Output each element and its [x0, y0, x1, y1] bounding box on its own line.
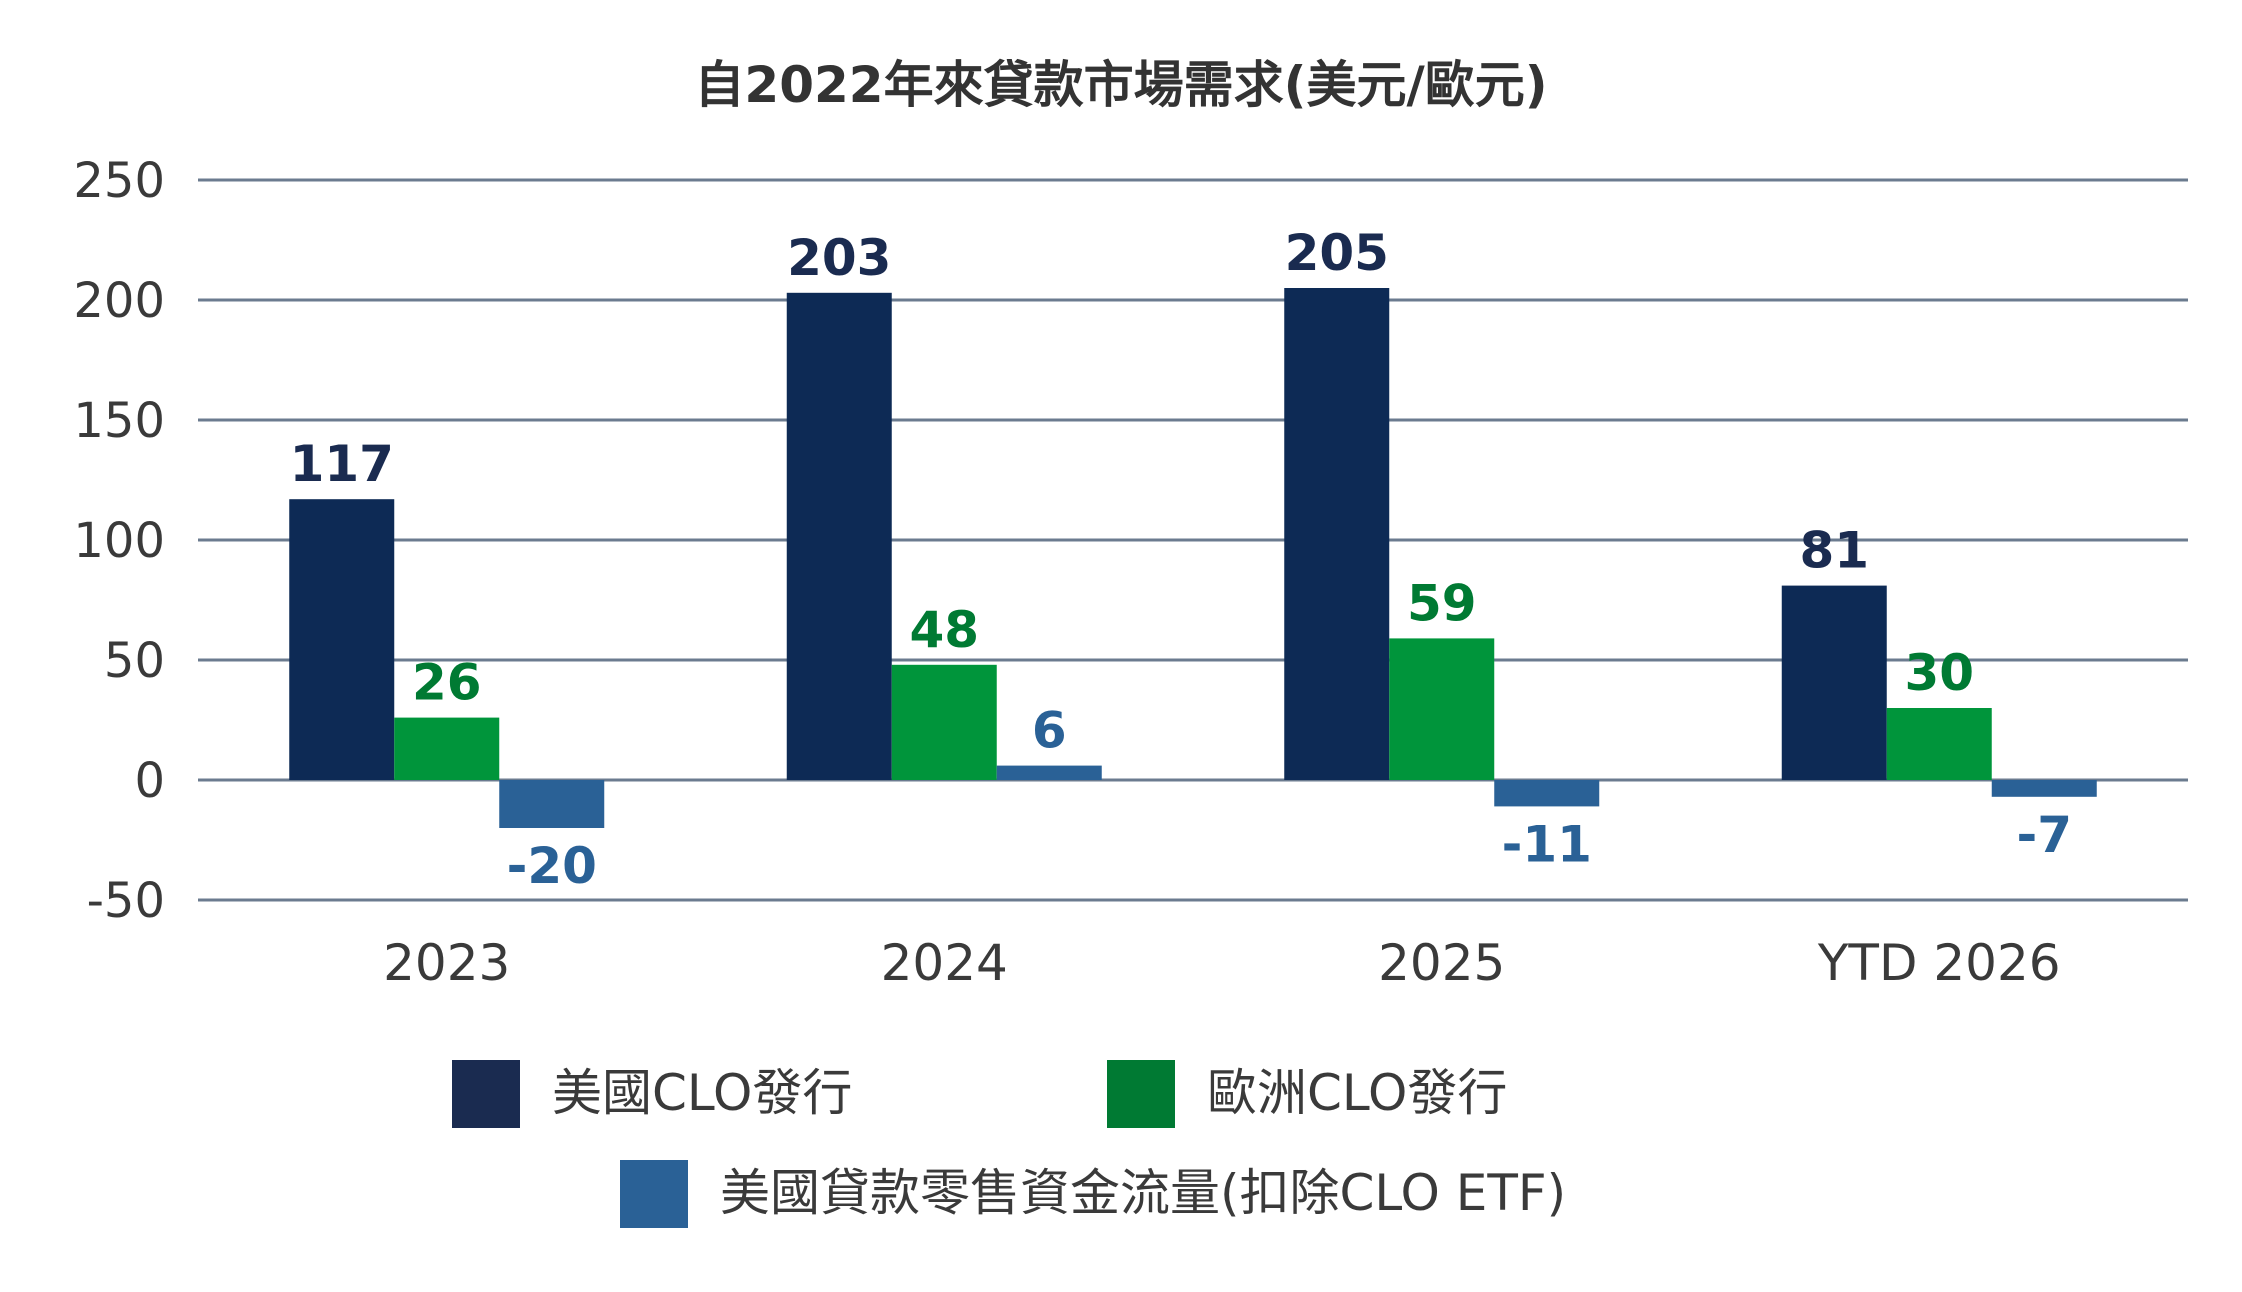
legend-swatch — [620, 1160, 688, 1228]
y-tick-label: 0 — [134, 753, 165, 809]
x-tick-label: 2023 — [383, 934, 510, 992]
data-label: 26 — [412, 654, 482, 712]
bar — [1886, 708, 1992, 780]
data-label: -11 — [1502, 815, 1592, 873]
y-tick-label: 200 — [73, 273, 165, 329]
y-tick-label: -50 — [87, 873, 165, 929]
data-label: 203 — [787, 229, 891, 287]
data-label: 117 — [290, 435, 394, 493]
bar — [996, 765, 1102, 780]
bar — [891, 664, 997, 780]
chart-title: 自2022年來貸款市場需求(美元/歐元) — [694, 56, 1547, 114]
x-axis-ticks: 2023 2024 2025 YTD 2026 — [383, 934, 2060, 992]
bar — [1494, 780, 1600, 807]
data-label: -7 — [2016, 806, 2072, 864]
grid-lines — [198, 178, 2188, 902]
y-tick-label: 150 — [73, 393, 165, 449]
data-labels: 117 26 -20 203 48 6 205 59 -11 81 30 -7 — [290, 224, 2072, 895]
legend-swatch — [1107, 1060, 1175, 1128]
data-label: 6 — [1032, 702, 1067, 760]
bar — [1284, 288, 1390, 780]
x-tick-label: YTD 2026 — [1817, 934, 2061, 992]
x-tick-label: 2025 — [1378, 934, 1505, 992]
legend-label: 美國CLO發行 — [552, 1064, 852, 1122]
bars — [289, 288, 2097, 828]
y-tick-label: 50 — [104, 633, 165, 689]
bar — [1389, 638, 1495, 780]
legend-label: 美國貸款零售資金流量(扣除CLO ETF) — [720, 1164, 1566, 1222]
y-tick-label: 250 — [73, 153, 165, 209]
data-label: 205 — [1285, 224, 1389, 282]
data-label: 48 — [909, 601, 979, 659]
bar — [499, 780, 605, 828]
bar — [394, 717, 500, 780]
bar — [786, 292, 892, 780]
legend-swatch — [452, 1060, 520, 1128]
y-tick-label: 100 — [73, 513, 165, 569]
data-label: -20 — [507, 837, 597, 895]
data-label: 59 — [1407, 574, 1477, 632]
bar — [1991, 780, 2097, 797]
data-label: 30 — [1904, 644, 1974, 702]
bar — [1781, 585, 1887, 780]
bar — [289, 499, 395, 780]
data-label: 81 — [1799, 522, 1869, 580]
legend-label: 歐洲CLO發行 — [1207, 1064, 1507, 1122]
x-tick-label: 2024 — [881, 934, 1008, 992]
y-axis-ticks: 250 200 150 100 50 0 -50 — [73, 153, 165, 929]
